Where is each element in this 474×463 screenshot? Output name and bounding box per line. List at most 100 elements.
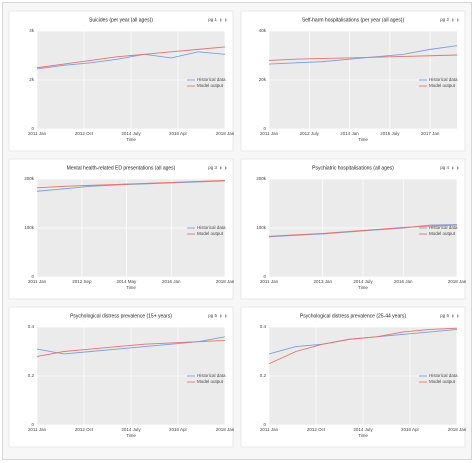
x-tick-label: 2014 May: [117, 279, 138, 284]
data-line: [36, 46, 226, 69]
x-tick-label: 2011 Jan: [28, 131, 47, 136]
page-label: pg 5: [208, 313, 217, 318]
x-tick-label: 2014 Jan: [340, 131, 359, 136]
y-tick-label: 0.4: [260, 324, 267, 329]
y-tick-label: 20k: [259, 77, 267, 82]
chart-panel: Psychological distress prevalence (25-44…: [240, 306, 467, 448]
x-tick-label: 2014 July: [353, 427, 373, 432]
page-arrow: [220, 314, 227, 318]
legend-label: Historical data: [429, 373, 458, 378]
charts: Suicides (per year (all ages)) pg 1 0 2k 4k 2…: [8, 10, 467, 448]
legend-label: Model output: [429, 379, 456, 384]
x-tick-label: 2011 Jan: [260, 279, 279, 284]
chart-panel: Psychological distress prevalence (15+ y…: [8, 306, 235, 448]
x-tick-label: 2016 Apr: [169, 427, 188, 432]
data-line: [36, 180, 226, 192]
data-line: [268, 224, 458, 237]
x-tick-label: 2017 Jan: [421, 131, 440, 136]
page-label: pg 1: [208, 17, 217, 22]
x-tick-label: 2012 Oct: [307, 427, 326, 432]
chart-title: Suicides (per year (all ages)): [89, 17, 153, 23]
x-tick-label: 2011 Jan: [260, 427, 279, 432]
y-tick-label: 0.2: [260, 373, 267, 378]
y-tick-label: 0: [31, 126, 34, 131]
legend-label: Model output: [197, 231, 224, 236]
chart-panel: Suicides (per year (all ages)) pg 1 0 2k 4k 2…: [8, 10, 235, 152]
legend-label: Model output: [429, 231, 456, 236]
y-tick-label: 0.4: [28, 324, 35, 329]
chart-title: Psychological distress prevalence (15+ y…: [70, 313, 172, 319]
x-tick-label: 2016 Jan: [162, 279, 181, 284]
y-tick-label: 200k: [24, 176, 35, 181]
page-arrow: [452, 18, 459, 22]
x-axis-label: Time: [126, 285, 136, 290]
y-tick-label: 0: [263, 274, 266, 279]
page-arrow: [452, 166, 459, 170]
legend-label: Historical data: [197, 225, 226, 230]
data-line: [268, 224, 458, 238]
data-line: [268, 327, 458, 365]
page-label: pg 2: [440, 17, 449, 22]
page-arrow: [220, 18, 227, 22]
page-arrow: [452, 314, 459, 318]
legend-label: Historical data: [197, 373, 226, 378]
y-tick-label: 40k: [259, 28, 267, 33]
x-tick-label: 2016 Apr: [169, 131, 188, 136]
x-tick-label: 2014 July: [121, 427, 141, 432]
chart-title: Mental health-related ED presentations (…: [67, 165, 176, 171]
x-tick-label: 2015 July: [380, 131, 400, 136]
x-tick-label: 2012 Oct: [75, 131, 94, 136]
x-tick-label: 2011 Jan: [28, 279, 47, 284]
legend-label: Historical data: [429, 225, 458, 230]
x-axis-label: Time: [126, 137, 136, 142]
x-tick-label: 2011 Jan: [260, 131, 279, 136]
y-tick-label: 200k: [256, 176, 267, 181]
x-tick-label: 2018 Jan: [216, 131, 235, 136]
page-label: pg 6: [440, 313, 449, 318]
legend-label: Model output: [197, 379, 224, 384]
page-arrow: [220, 166, 227, 170]
page-label: pg 4: [440, 165, 449, 170]
x-axis-label: Time: [358, 433, 368, 438]
x-tick-label: 2014 July: [121, 131, 141, 136]
chart-panel: Self-harm hospitalisations (per year (al…: [240, 10, 466, 152]
x-tick-label: 2016 Jan: [394, 279, 413, 284]
x-axis-label: Time: [358, 137, 368, 142]
legend-label: Model output: [197, 83, 224, 88]
x-tick-label: 2011 Jan: [28, 427, 47, 432]
chart-title: Self-harm hospitalisations (per year (al…: [302, 17, 405, 23]
data-line: [268, 54, 458, 61]
chart-title: Psychiatric hospitalisations (all ages): [312, 165, 394, 171]
chart-panel: Mental health-related ED presentations (…: [8, 158, 235, 300]
y-tick-label: 0: [263, 422, 266, 427]
x-tick-label: 2018 Jan: [448, 427, 467, 432]
x-tick-label: 2014 July: [353, 279, 373, 284]
y-tick-label: 2k: [29, 77, 35, 82]
legend-label: Historical data: [429, 77, 458, 82]
y-tick-label: 0: [31, 422, 34, 427]
data-line: [36, 340, 226, 357]
chart-panel: Psychiatric hospitalisations (all ages) p…: [240, 158, 467, 300]
x-tick-label: 2018 Jan: [216, 427, 235, 432]
x-tick-label: 2018 Jan: [448, 279, 467, 284]
x-tick-label: 2012 July: [300, 131, 320, 136]
legend-label: Historical data: [197, 77, 226, 82]
data-line: [36, 51, 226, 70]
x-axis-label: Time: [126, 433, 136, 438]
chart-title: Psychological distress prevalence (25-44…: [300, 313, 406, 319]
legend-label: Model output: [429, 83, 456, 88]
x-tick-label: 2018 Jan: [216, 279, 235, 284]
y-tick-label: 0: [31, 274, 34, 279]
x-tick-label: 2012 Sep: [72, 279, 92, 284]
x-tick-label: 2013 Jan: [313, 279, 332, 284]
data-line: [36, 180, 226, 189]
x-tick-label: 2016 Apr: [401, 427, 420, 432]
page-label: pg 3: [208, 165, 217, 170]
y-tick-label: 4k: [29, 28, 35, 33]
x-axis-label: Time: [358, 285, 368, 290]
x-tick-label: 2012 Oct: [75, 427, 94, 432]
y-tick-label: 0.2: [28, 373, 35, 378]
y-tick-label: 100k: [256, 225, 267, 230]
y-tick-label: 0: [263, 126, 266, 131]
